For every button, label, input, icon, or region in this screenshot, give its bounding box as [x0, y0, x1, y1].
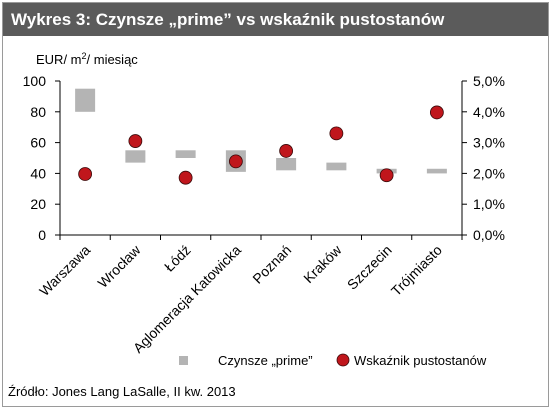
rent-bar [125, 150, 146, 163]
rent-bar [175, 150, 196, 158]
vacancy-marker [429, 105, 444, 120]
x-tick-label: Łódź [161, 242, 194, 275]
x-tick-label: Warszawa [36, 242, 93, 299]
y-left-tick-label: 60 [30, 135, 46, 151]
y-right-tick-label: 3,0% [473, 135, 505, 151]
rent-bar [426, 168, 447, 174]
vacancy-marker [228, 154, 243, 169]
source-note: Źródło: Jones Lang LaSalle, II kw. 2013 [8, 384, 236, 399]
bar-series [75, 88, 447, 174]
legend-bar-swatch [179, 356, 188, 365]
y-right-tick-label: 5,0% [473, 73, 505, 89]
x-tick-label: Wrocław [94, 241, 144, 291]
vacancy-marker [78, 167, 93, 181]
vacancy-marker [329, 126, 344, 141]
x-tick-label: Trójmiasto [388, 242, 445, 299]
rent-bar [75, 88, 96, 112]
y-left-tick-label: 20 [30, 196, 46, 212]
y-left-tick-label: 100 [23, 73, 47, 89]
y-right-tick-label: 0,0% [473, 227, 505, 243]
chart-frame [2, 2, 549, 407]
y-right-tick-label: 1,0% [473, 196, 505, 212]
legend-marker-swatch [336, 353, 350, 367]
y-left-tick-label: 40 [30, 165, 46, 181]
rent-bar [326, 162, 347, 171]
y-right-tick-label: 2,0% [473, 165, 505, 181]
chart-title: Wykres 3: Czynsze „prime” vs wskaźnik pu… [3, 3, 548, 36]
legend-bar-label: Czynsze „prime” [218, 353, 313, 368]
marker-series [78, 105, 444, 185]
legend: Czynsze „prime” Wskaźnik pustostanów [179, 353, 487, 368]
x-tick-label: Kraków [300, 241, 345, 286]
vacancy-marker [178, 170, 193, 185]
y-right-tick-label: 4,0% [473, 104, 505, 120]
unit-label: EUR/ m2/ miesiąc [36, 51, 138, 67]
y-left-tick-label: 0 [38, 227, 46, 243]
y-left-tick-label: 80 [30, 104, 46, 120]
vacancy-marker [279, 144, 294, 158]
legend-marker-label: Wskaźnik pustostanów [354, 353, 487, 368]
rent-bar [276, 158, 297, 171]
vacancy-marker [128, 134, 143, 148]
x-tick-label: Szczecin [344, 242, 395, 293]
vacancy-marker [379, 168, 394, 183]
x-tick-label: Poznań [249, 242, 294, 287]
